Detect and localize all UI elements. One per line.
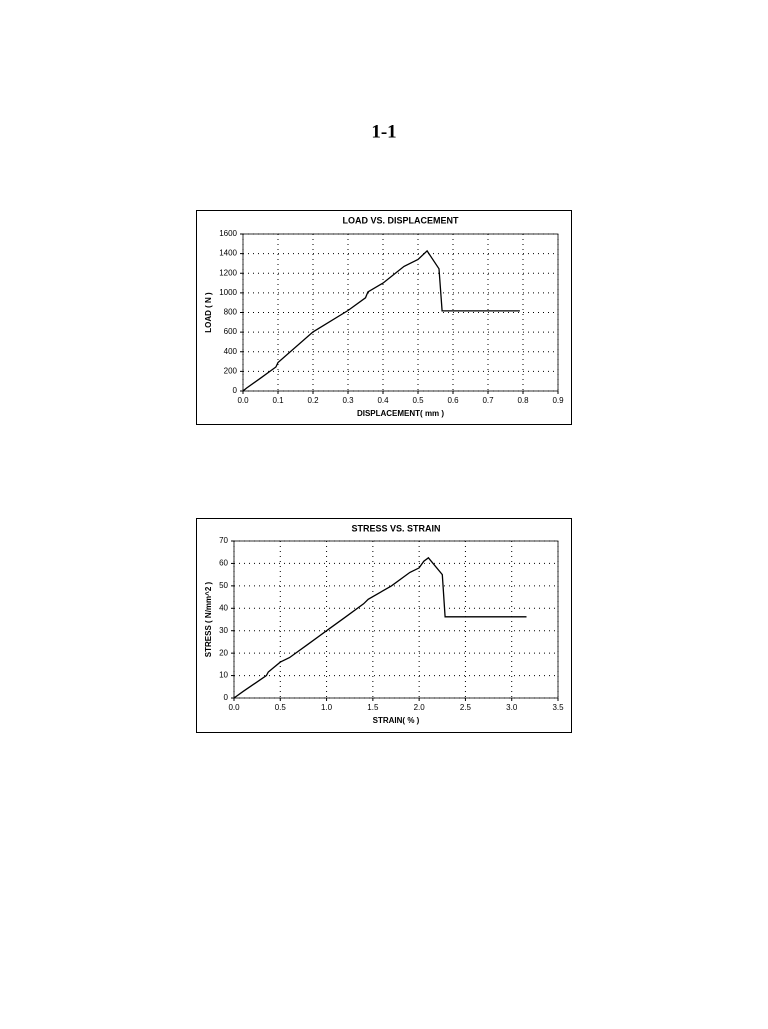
y-tick-label: 50 bbox=[219, 581, 228, 590]
x-tick-label: 0.0 bbox=[237, 396, 249, 405]
data-line bbox=[242, 249, 520, 392]
chart-title: STRESS VS. STRAIN bbox=[351, 523, 440, 533]
chart-frame bbox=[196, 210, 572, 425]
x-tick-label: 2.5 bbox=[460, 703, 472, 712]
y-tick-label: 20 bbox=[219, 648, 228, 657]
chart-title: LOAD VS. DISPLACEMENT bbox=[342, 215, 459, 225]
x-tick-label: 0.4 bbox=[377, 396, 389, 405]
y-tick-label: 200 bbox=[224, 366, 238, 375]
x-tick-label: 0.8 bbox=[517, 396, 529, 405]
x-tick-label: 2.0 bbox=[414, 703, 426, 712]
chart-frame bbox=[196, 518, 572, 733]
x-axis-label: STRAIN( % ) bbox=[373, 716, 420, 725]
x-tick-label: 0.6 bbox=[447, 396, 459, 405]
y-tick-label: 0 bbox=[224, 693, 229, 702]
y-tick-label: 40 bbox=[219, 603, 228, 612]
y-axis-label: STRESS ( N/mm^2 ) bbox=[204, 581, 213, 657]
page-heading: 1-1 bbox=[371, 121, 396, 142]
y-tick-label: 400 bbox=[224, 347, 238, 356]
data-line bbox=[233, 556, 527, 699]
x-tick-label: 0.9 bbox=[552, 396, 564, 405]
y-tick-label: 1400 bbox=[219, 249, 237, 258]
y-tick-label: 60 bbox=[219, 559, 228, 568]
x-tick-label: 1.5 bbox=[367, 703, 379, 712]
y-tick-label: 1000 bbox=[219, 288, 237, 297]
x-tick-label: 0.5 bbox=[412, 396, 424, 405]
y-tick-label: 10 bbox=[219, 671, 228, 680]
y-tick-label: 70 bbox=[219, 536, 228, 545]
x-tick-label: 0.0 bbox=[228, 703, 240, 712]
x-tick-label: 0.2 bbox=[307, 396, 319, 405]
x-tick-label: 0.5 bbox=[275, 703, 287, 712]
x-tick-label: 0.3 bbox=[342, 396, 354, 405]
x-tick-label: 0.7 bbox=[482, 396, 494, 405]
y-tick-label: 1600 bbox=[219, 229, 237, 238]
y-tick-label: 1200 bbox=[219, 268, 237, 277]
y-tick-label: 0 bbox=[233, 386, 238, 395]
y-tick-label: 600 bbox=[224, 327, 238, 336]
y-tick-label: 30 bbox=[219, 626, 228, 635]
plot-area bbox=[233, 540, 559, 699]
x-axis-label: DISPLACEMENT( mm ) bbox=[357, 409, 444, 418]
x-tick-label: 3.0 bbox=[506, 703, 518, 712]
x-tick-label: 0.1 bbox=[272, 396, 284, 405]
x-tick-label: 3.5 bbox=[552, 703, 564, 712]
x-tick-label: 1.0 bbox=[321, 703, 333, 712]
y-tick-label: 800 bbox=[224, 308, 238, 317]
y-axis-label: LOAD ( N ) bbox=[204, 292, 213, 333]
